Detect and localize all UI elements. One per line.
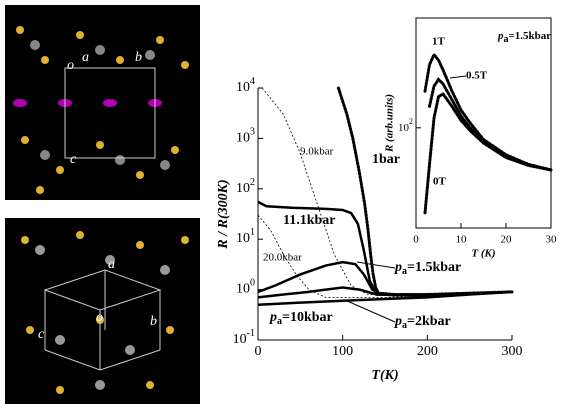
x-tick-label: 200 (417, 344, 438, 359)
series-label: 0T (433, 176, 447, 188)
label-arrow (449, 75, 467, 79)
y-tick-label: 102 (398, 117, 413, 134)
series-label: 0.5T (466, 70, 488, 82)
series-label: pa=1.5kbar (394, 260, 461, 277)
x-tick-label: 0 (413, 234, 419, 246)
series-label: pa=10kbar (269, 310, 333, 327)
y-tick-label: 104 (236, 76, 255, 95)
x-tick-label: 100 (332, 344, 353, 359)
annotation: pa=1.5kbar (497, 30, 551, 46)
series-label: 11.1kbar (283, 213, 336, 228)
series-label: pa=2kbar (394, 314, 451, 331)
y-axis-label: R / R(300K) (216, 179, 231, 249)
structure-label: c (70, 152, 77, 167)
label-arrow (344, 299, 396, 323)
y-tick-label: 102 (236, 177, 255, 196)
y-tick-label: 101 (236, 227, 255, 246)
series-label: 1T (432, 36, 446, 48)
x-tick-label: 0 (255, 344, 262, 359)
series-line (423, 91, 553, 215)
structure-bottom (5, 218, 200, 404)
x-tick-label: 10 (456, 234, 468, 246)
structure-label: b (135, 50, 142, 65)
x-axis-label: T(K) (371, 368, 398, 383)
series-line (423, 51, 553, 172)
x-tick-label: 30 (546, 234, 558, 246)
y-axis-label: R (arb.units) (384, 94, 396, 153)
structure-label: a (108, 257, 115, 272)
series-line (257, 260, 513, 298)
structure-top (5, 5, 200, 200)
x-tick-label: 20 (501, 234, 513, 246)
series-line (257, 214, 513, 298)
structure-label: o (67, 58, 74, 73)
x-tick-label: 300 (502, 344, 523, 359)
series-line (257, 290, 513, 307)
series-label: 1bar (372, 152, 400, 167)
x-axis-label: T (K) (471, 248, 495, 260)
series-label: 20.0kbar (263, 252, 302, 264)
structure-label: b (150, 314, 157, 329)
label-arrow (356, 261, 396, 269)
y-tick-label: 103 (236, 127, 255, 146)
series-line (428, 77, 553, 172)
structure-label: a (82, 50, 89, 65)
structure-label: c (38, 327, 45, 342)
series-label: 9.0kbar (300, 146, 334, 158)
structure-label: o (96, 310, 103, 325)
series-line (257, 286, 513, 299)
y-tick-label: 100 (236, 278, 255, 297)
inset-frame (415, 17, 552, 229)
y-tick-label: 10-1 (233, 328, 255, 347)
